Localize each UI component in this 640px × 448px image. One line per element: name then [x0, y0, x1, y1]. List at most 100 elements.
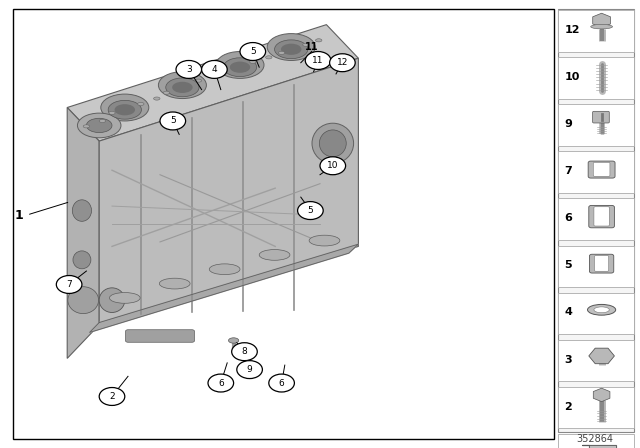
Text: 5: 5	[250, 47, 255, 56]
Text: 2: 2	[564, 401, 572, 412]
FancyBboxPatch shape	[558, 387, 634, 428]
Text: 6: 6	[218, 379, 223, 388]
FancyBboxPatch shape	[125, 330, 195, 342]
Ellipse shape	[86, 118, 112, 133]
FancyBboxPatch shape	[558, 10, 634, 52]
FancyBboxPatch shape	[558, 293, 634, 334]
Circle shape	[237, 361, 262, 379]
Ellipse shape	[319, 130, 346, 157]
Circle shape	[320, 157, 346, 175]
Ellipse shape	[83, 125, 90, 128]
Ellipse shape	[99, 288, 125, 313]
FancyBboxPatch shape	[593, 111, 609, 123]
FancyBboxPatch shape	[595, 255, 609, 271]
Text: 7: 7	[564, 166, 572, 177]
Ellipse shape	[312, 123, 354, 164]
Ellipse shape	[594, 307, 609, 313]
Ellipse shape	[591, 24, 612, 29]
Ellipse shape	[109, 293, 140, 303]
Ellipse shape	[101, 94, 149, 121]
Text: 4: 4	[564, 307, 572, 318]
FancyBboxPatch shape	[588, 161, 615, 178]
Ellipse shape	[209, 264, 240, 275]
FancyBboxPatch shape	[558, 104, 634, 146]
Circle shape	[232, 343, 257, 361]
Ellipse shape	[154, 97, 160, 100]
FancyBboxPatch shape	[593, 162, 610, 177]
Ellipse shape	[223, 58, 257, 77]
Text: 9: 9	[247, 365, 252, 374]
Ellipse shape	[221, 69, 227, 72]
Text: 8: 8	[242, 347, 247, 356]
Ellipse shape	[109, 112, 115, 115]
Ellipse shape	[72, 200, 92, 221]
Text: 9: 9	[564, 119, 572, 129]
Circle shape	[305, 52, 331, 69]
Ellipse shape	[228, 338, 239, 343]
Ellipse shape	[99, 120, 106, 123]
FancyBboxPatch shape	[558, 340, 634, 381]
Text: 352864: 352864	[577, 435, 614, 444]
Circle shape	[298, 202, 323, 220]
Ellipse shape	[303, 43, 309, 47]
FancyBboxPatch shape	[558, 151, 634, 193]
Ellipse shape	[588, 305, 616, 315]
Polygon shape	[99, 58, 358, 325]
Text: 6: 6	[279, 379, 284, 388]
Text: 2: 2	[109, 392, 115, 401]
Circle shape	[202, 60, 227, 78]
Text: 12: 12	[564, 25, 580, 35]
Text: 5: 5	[308, 206, 313, 215]
Circle shape	[269, 374, 294, 392]
FancyBboxPatch shape	[589, 254, 614, 273]
FancyBboxPatch shape	[558, 434, 634, 448]
Circle shape	[160, 112, 186, 130]
Ellipse shape	[195, 79, 202, 82]
Polygon shape	[582, 444, 616, 448]
Ellipse shape	[166, 78, 199, 97]
Ellipse shape	[230, 61, 250, 73]
Circle shape	[56, 276, 82, 293]
FancyBboxPatch shape	[558, 246, 634, 287]
Ellipse shape	[275, 40, 308, 59]
Ellipse shape	[73, 251, 91, 269]
Ellipse shape	[163, 91, 170, 95]
Circle shape	[240, 43, 266, 60]
Ellipse shape	[278, 52, 285, 55]
FancyBboxPatch shape	[594, 207, 609, 226]
Text: 5: 5	[564, 260, 572, 271]
Text: 10: 10	[327, 161, 339, 170]
Ellipse shape	[158, 72, 206, 99]
Ellipse shape	[115, 104, 135, 116]
Ellipse shape	[172, 82, 193, 93]
Text: 3: 3	[186, 65, 191, 74]
FancyBboxPatch shape	[558, 57, 634, 99]
Text: 11: 11	[312, 56, 324, 65]
Text: 10: 10	[564, 72, 580, 82]
FancyBboxPatch shape	[589, 205, 614, 228]
Text: 4: 4	[212, 65, 217, 74]
Ellipse shape	[159, 278, 190, 289]
Polygon shape	[67, 108, 99, 358]
Text: 1: 1	[15, 208, 24, 222]
Circle shape	[176, 60, 202, 78]
Circle shape	[330, 54, 355, 72]
Text: 12: 12	[337, 58, 348, 67]
Ellipse shape	[250, 60, 256, 64]
Circle shape	[99, 388, 125, 405]
Ellipse shape	[77, 113, 121, 138]
Text: 3: 3	[564, 354, 572, 365]
Text: 5: 5	[170, 116, 175, 125]
Ellipse shape	[108, 100, 141, 119]
Polygon shape	[67, 25, 358, 141]
Ellipse shape	[216, 52, 264, 78]
Ellipse shape	[211, 75, 218, 78]
Ellipse shape	[309, 235, 340, 246]
FancyBboxPatch shape	[558, 9, 634, 432]
Ellipse shape	[68, 287, 99, 314]
Ellipse shape	[266, 56, 272, 59]
Ellipse shape	[268, 34, 315, 60]
Ellipse shape	[138, 103, 144, 105]
Polygon shape	[90, 244, 358, 332]
Ellipse shape	[316, 39, 322, 42]
